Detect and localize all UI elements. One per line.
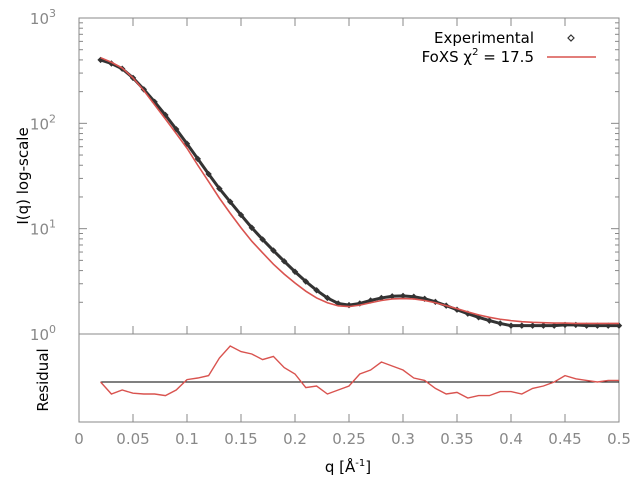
x-axis-label-sup: -1 (355, 458, 365, 469)
x-tick-label: 0.5 (607, 430, 631, 448)
experimental-series-trace (100, 58, 619, 328)
y-tick-base: 10 (30, 221, 49, 239)
x-tick-label: 0.4 (499, 430, 523, 448)
residual-series-group (100, 345, 619, 399)
x-tick-label: 0.2 (283, 430, 307, 448)
legend-fit-suffix: = 17.5 (478, 48, 534, 66)
y-tick-base: 10 (30, 10, 49, 28)
x-tick-label: 0.25 (332, 430, 365, 448)
legend-fit-prefix: FoXS χ (422, 48, 473, 66)
legend-fit-label: FoXS χ2 = 17.5 (422, 47, 534, 66)
legend-fit-exp: 2 (472, 47, 478, 58)
y-tick-exp: 0 (49, 323, 56, 336)
main-plot-frame (78, 17, 620, 335)
x-axis-ticks: 0 0.05 0.1 0.15 0.2 0.25 0.3 0.35 0.4 0.45 0.5 (74, 18, 631, 448)
y-tick-label: 100 (30, 323, 56, 344)
y-tick-label: 103 (30, 7, 56, 28)
y-tick-base: 10 (30, 326, 49, 344)
legend: Experimental FoXS χ2 = 17.5 (422, 29, 596, 66)
residual-line (100, 345, 619, 399)
x-axis-label-base: q [Å (325, 457, 356, 476)
x-tick-label: 0.45 (548, 430, 581, 448)
y-axis-label: I(q) log-scale (14, 127, 32, 224)
y-tick-exp: 1 (49, 218, 56, 231)
y-tick-label: 101 (30, 218, 56, 239)
foxs-fit-line (100, 56, 619, 325)
x-axis-label-close: ] (365, 458, 371, 476)
residual-plot-frame (78, 333, 620, 423)
legend-experimental-marker (567, 34, 575, 42)
x-tick-label: 0.1 (175, 430, 199, 448)
main-series-group (97, 56, 623, 329)
x-axis-label: q [Å-1] (325, 457, 371, 476)
legend-experimental-label: Experimental (434, 29, 534, 47)
y-tick-base: 10 (30, 115, 49, 133)
y-tick-label: 102 (30, 112, 56, 133)
x-tick-label: 0.05 (116, 430, 149, 448)
residual-axis-label: Residual (34, 348, 52, 411)
y-tick-exp: 2 (49, 112, 56, 125)
x-tick-label: 0 (74, 430, 84, 448)
y-tick-exp: 3 (49, 7, 56, 20)
x-tick-label: 0.15 (224, 430, 257, 448)
x-tick-label: 0.3 (391, 430, 415, 448)
x-tick-label: 0.35 (440, 430, 473, 448)
